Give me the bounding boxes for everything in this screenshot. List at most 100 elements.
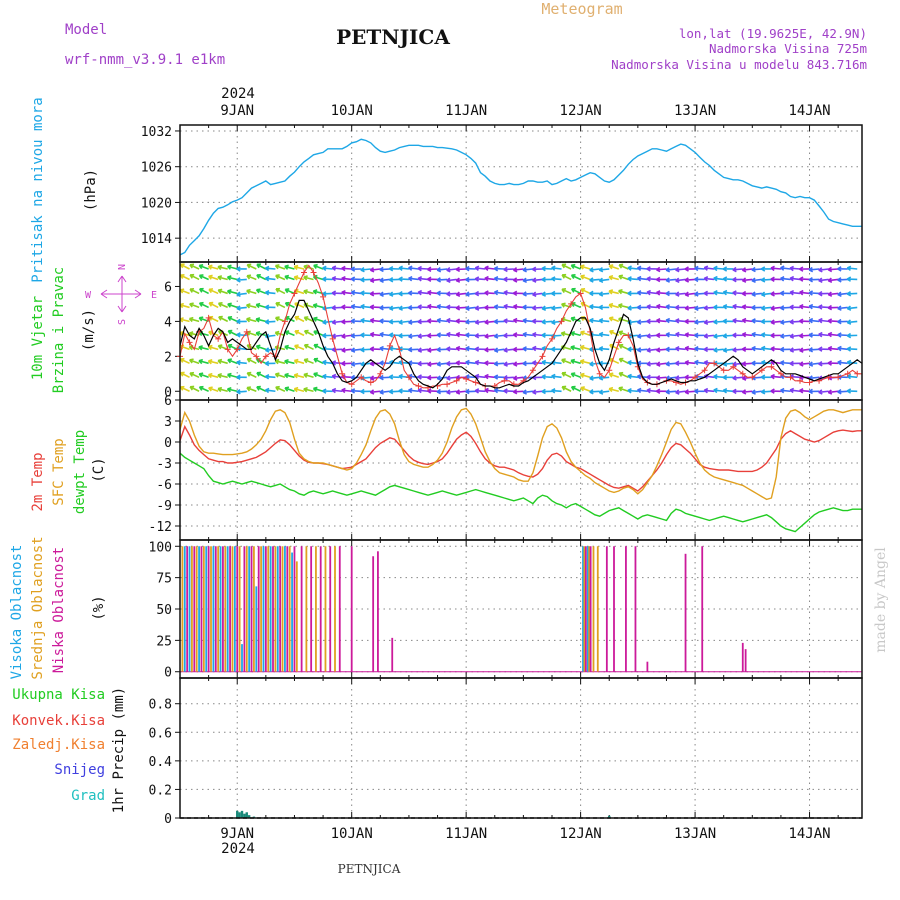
- wind-arrowhead: [656, 347, 661, 353]
- y-tick-label: 0.4: [149, 755, 173, 770]
- wind-arrow: [322, 320, 333, 324]
- wind-arrowhead: [780, 319, 785, 325]
- wind-arrowhead: [455, 266, 461, 273]
- wind-arrow: [417, 277, 429, 281]
- compass-south: S: [117, 319, 128, 325]
- wind-arrowhead: [417, 360, 422, 367]
- wind-arrowhead: [789, 289, 795, 296]
- wind-arrow: [561, 372, 572, 379]
- wind-arrowhead: [618, 263, 624, 269]
- wind-arrow: [656, 305, 667, 309]
- wind-arrowhead: [684, 305, 690, 311]
- wind-label-1: 10m Vjetar: [30, 296, 46, 380]
- wind-arrow: [322, 361, 333, 365]
- wind-arrowhead: [770, 319, 775, 325]
- wind-arrowhead: [675, 291, 680, 297]
- wind-arrowhead: [217, 302, 223, 308]
- wind-arrow: [332, 320, 343, 324]
- wind-arrowhead: [427, 289, 432, 296]
- wind-arrow: [208, 387, 219, 393]
- wind-arrow: [189, 332, 200, 337]
- wind-speed-line: [179, 299, 863, 389]
- wind-arrowhead: [341, 304, 346, 310]
- wind-arrowhead: [493, 289, 499, 296]
- wind-arrow: [532, 278, 543, 282]
- wind-gust-marker: [854, 370, 861, 377]
- compass-north: N: [117, 264, 128, 270]
- wind-arrowhead: [618, 343, 624, 349]
- wind-arrow: [398, 278, 409, 281]
- wind-arrow: [637, 267, 648, 270]
- wind-gust-marker: [692, 374, 699, 381]
- wind-arrowhead: [532, 345, 537, 352]
- wind-arrow: [284, 275, 295, 281]
- wind-panel: 6 4 2 0: [164, 261, 863, 401]
- wind-arrowhead: [665, 346, 670, 353]
- wind-arrow: [780, 389, 791, 393]
- page-title: PETNJICA: [336, 25, 450, 49]
- wind-arrowhead: [694, 305, 699, 311]
- wind-arrow: [236, 361, 247, 365]
- wind-arrow: [294, 388, 305, 393]
- wind-arrow: [561, 274, 572, 281]
- bottom-date-axis: 9JAN 10JAN 11JAN 12JAN 13JAN 14JAN: [220, 826, 830, 842]
- wind-arrow: [313, 317, 324, 323]
- wind-gust-marker: [806, 379, 813, 386]
- wind-arrowhead: [303, 372, 309, 378]
- wind-arrowhead: [427, 276, 432, 282]
- wind-arrow: [799, 348, 810, 352]
- wind-arrowhead: [646, 266, 651, 272]
- wind-arrow: [646, 362, 657, 365]
- wind-arrowhead: [598, 318, 604, 324]
- wind-arrow: [370, 278, 381, 282]
- wind-arrow: [770, 292, 781, 295]
- wind-arrowhead: [274, 345, 280, 351]
- wind-arrowhead: [532, 389, 537, 395]
- wind-arrow: [513, 390, 524, 393]
- wind-arrowhead: [427, 266, 432, 273]
- wind-arrow: [484, 320, 495, 324]
- wind-arrow: [256, 372, 267, 379]
- wind-arrow: [456, 306, 467, 309]
- wind-arrowhead: [208, 274, 213, 280]
- wind-arrowhead: [236, 277, 241, 283]
- y-tick-label: 1026: [141, 161, 172, 176]
- wind-arrowhead: [284, 274, 290, 280]
- wind-arrow: [189, 274, 200, 281]
- wind-arrow: [618, 264, 629, 270]
- wind-arrow: [370, 268, 381, 271]
- wind-arrow: [265, 267, 276, 270]
- wind-arrow: [619, 358, 629, 365]
- wind-arrow: [589, 362, 600, 366]
- wind-arrowhead: [322, 319, 327, 325]
- wind-arrowhead: [484, 360, 489, 366]
- wind-arrowhead: [465, 291, 470, 297]
- wind-arrow: [275, 264, 286, 270]
- wind-arrow: [522, 347, 533, 351]
- wind-arrow: [313, 372, 324, 379]
- wind-arrowhead: [350, 289, 356, 296]
- wind-arrowhead: [360, 277, 365, 283]
- wind-arrowhead: [846, 276, 852, 282]
- wind-arrow: [809, 319, 820, 323]
- wind-arrow: [494, 348, 505, 352]
- wind-arrowhead: [656, 332, 661, 339]
- wind-arrow: [437, 268, 448, 271]
- wind-arrowhead: [799, 276, 804, 282]
- wind-arrow: [780, 361, 791, 365]
- wind-arrowhead: [837, 332, 842, 338]
- wind-arrowhead: [484, 373, 489, 380]
- wind-arrowhead: [551, 265, 556, 271]
- wind-arrow: [246, 289, 257, 295]
- wind-arrowhead: [322, 359, 327, 366]
- wind-arrowhead: [446, 389, 451, 395]
- wind-arrowhead: [369, 346, 375, 352]
- wind-arrowhead: [264, 275, 270, 282]
- wind-arrowhead: [455, 291, 461, 297]
- wind-arrowhead: [427, 361, 432, 367]
- y-tick-label: -9: [156, 499, 172, 514]
- wind-arrowhead: [551, 346, 556, 352]
- wind-arrow: [217, 265, 228, 270]
- wind-arrowhead: [322, 388, 327, 394]
- wind-arrowhead: [846, 388, 852, 394]
